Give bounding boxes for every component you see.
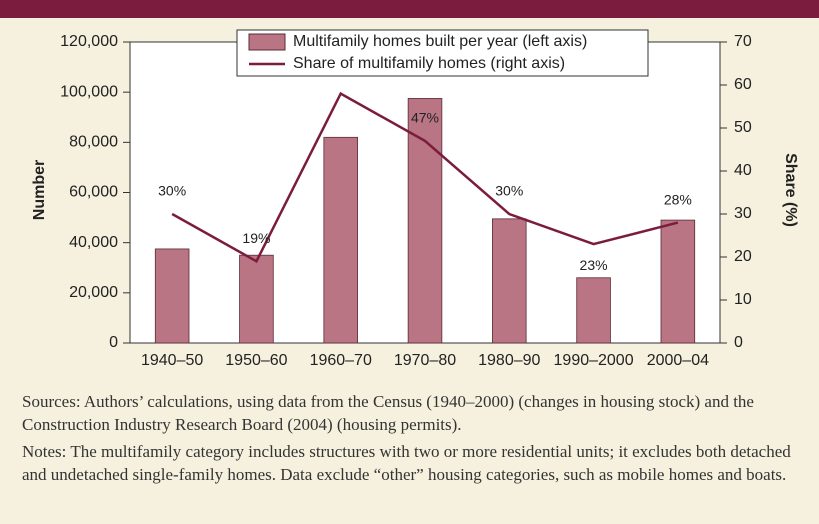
y2-tick-label: 0 <box>734 334 743 351</box>
data-label: 23% <box>580 257 608 273</box>
bar <box>576 277 611 344</box>
y-tick-label: 80,000 <box>69 134 118 151</box>
line <box>171 91 679 264</box>
y-tick-label: 100,000 <box>60 83 118 100</box>
y-axis-label: Number <box>31 160 48 220</box>
legend-swatch <box>248 33 286 51</box>
bar <box>407 98 443 344</box>
data-label: 47% <box>411 110 439 126</box>
notes: Sources: Authors’ calculations, using da… <box>22 390 807 490</box>
data-label: 30% <box>158 183 186 199</box>
notes-text: Notes: The multifamily category includes… <box>22 442 791 484</box>
x-tick-label: 1960–70 <box>310 352 372 369</box>
y-tick-label: 120,000 <box>60 33 118 50</box>
y-tick-label: 20,000 <box>69 284 118 301</box>
legend-label: Share of multifamily homes (right axis) <box>293 55 565 72</box>
bar <box>323 136 358 344</box>
y2-tick-label: 60 <box>734 76 752 93</box>
y-tick-label: 0 <box>109 334 118 351</box>
x-tick-label: 1950–60 <box>225 352 287 369</box>
x-tick-label: 2000–04 <box>647 352 709 369</box>
x-tick-label: 1980–90 <box>478 352 540 369</box>
header-band <box>0 0 819 18</box>
y2-tick-label: 10 <box>734 291 752 308</box>
y2-axis-label: Share (%) <box>782 153 799 227</box>
legend-box <box>236 29 649 77</box>
bar <box>660 219 696 344</box>
bar <box>492 218 527 344</box>
data-label: 28% <box>664 191 692 207</box>
x-tick-label: 1940–50 <box>141 352 203 369</box>
data-label: 19% <box>242 230 270 246</box>
sources: Sources: Authors’ calculations, using da… <box>22 392 754 434</box>
bar <box>239 254 274 344</box>
bar <box>154 248 190 344</box>
y2-tick-label: 30 <box>734 205 752 222</box>
y2-tick-label: 70 <box>734 33 752 50</box>
x-tick-label: 1990–2000 <box>554 352 634 369</box>
y2-tick-label: 20 <box>734 248 752 265</box>
legend-label: Multifamily homes built per year (left a… <box>293 33 587 50</box>
y2-tick-label: 40 <box>734 162 752 179</box>
x-tick-label: 1970–80 <box>394 352 456 369</box>
y-tick-label: 40,000 <box>69 234 118 251</box>
chart: Number Share (%) 0 20,000 40,000 60,000 80,0… <box>31 29 799 369</box>
y2-tick-label: 50 <box>734 119 752 136</box>
data-label: 30% <box>495 183 523 199</box>
y-tick-label: 60,000 <box>69 184 118 201</box>
